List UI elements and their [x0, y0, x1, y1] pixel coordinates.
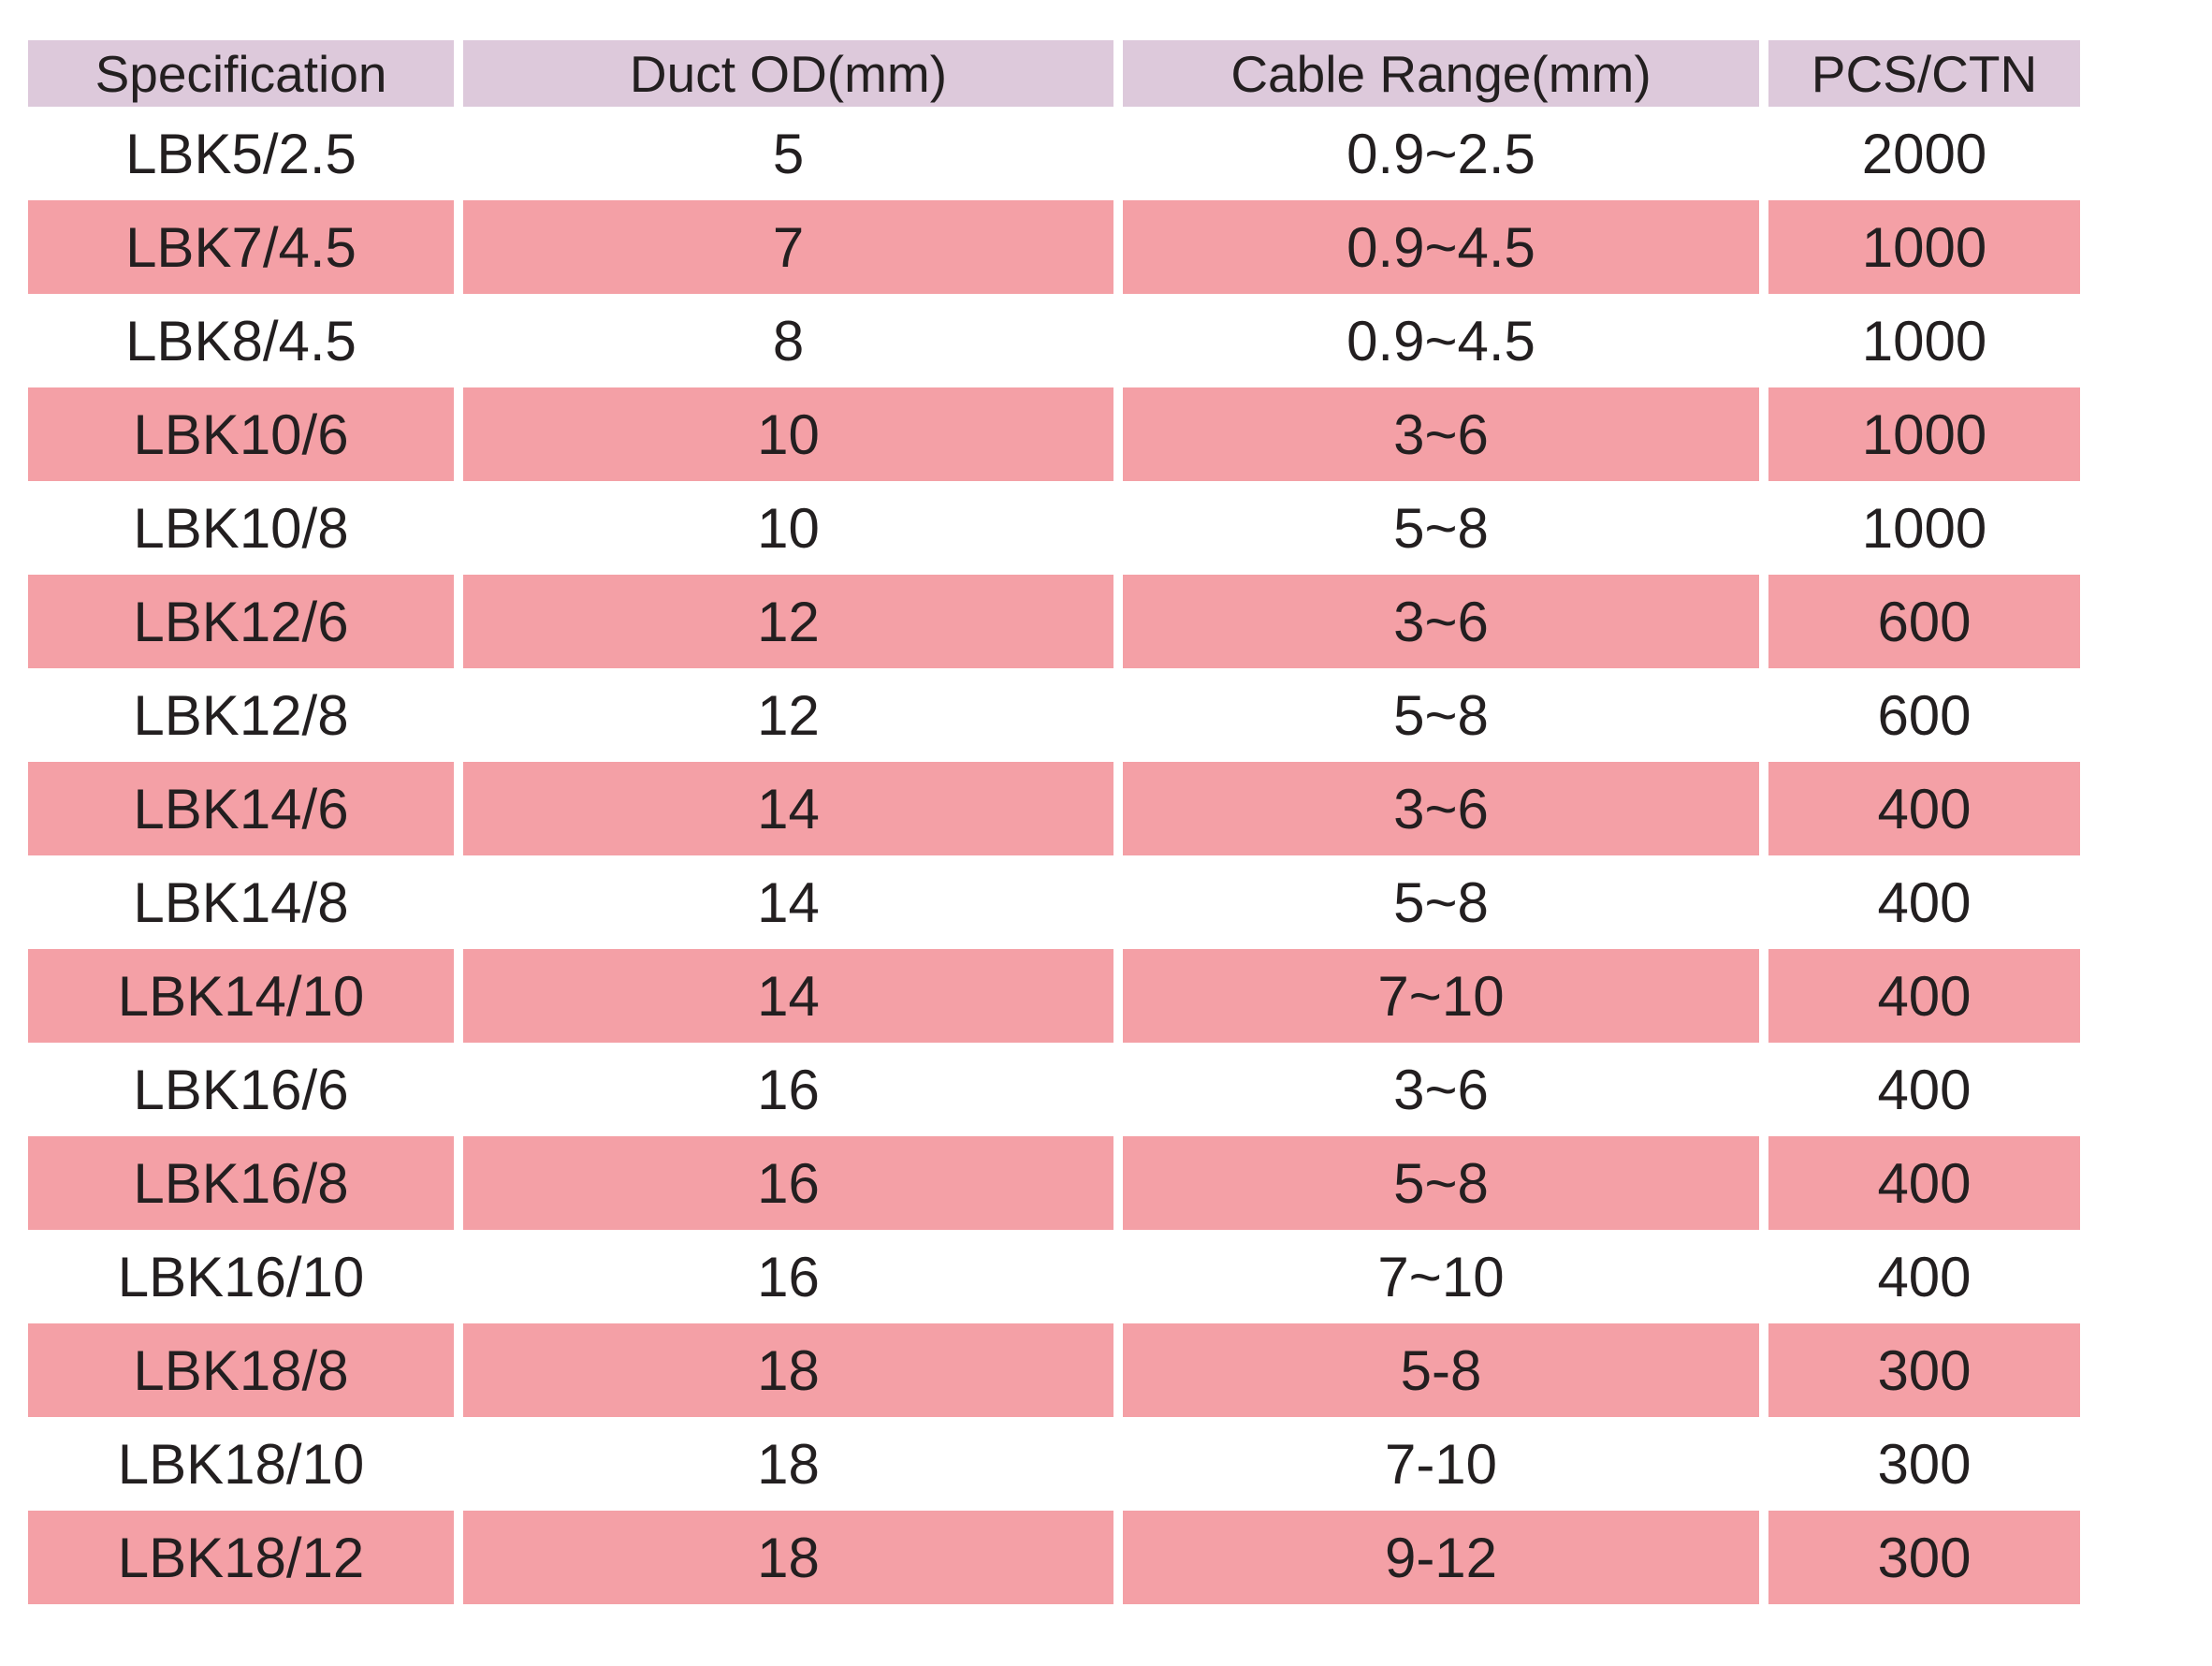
cell-cable-range-mm: 0.9~2.5	[1346, 122, 1535, 185]
column-header-specification: Specification	[28, 40, 454, 107]
table-row: LBK10/8 10 5~8 1000	[28, 481, 2080, 575]
column-header-pcs-ctn: PCS/CTN	[1768, 40, 2080, 107]
cell-duct-od-mm: 10	[463, 387, 1113, 481]
cell-pcs-ctn: 400	[1768, 762, 2080, 855]
cell-duct-od-mm: 18	[463, 1511, 1113, 1604]
cell-specification: LBK7/4.5	[28, 200, 454, 294]
cell-specification: LBK16/8	[28, 1136, 454, 1230]
cell-duct-od-mm: 12	[757, 683, 820, 747]
cell-pcs-ctn: 400	[1877, 1058, 1972, 1121]
table-row: LBK5/2.5 5 0.9~2.5 2000	[28, 107, 2080, 200]
cell-specification: LBK12/8	[133, 683, 349, 747]
cell-specification: LBK8/4.5	[125, 309, 357, 373]
cell-duct-od-mm: 14	[463, 949, 1113, 1043]
cell-cable-range-mm: 7-10	[1384, 1432, 1498, 1496]
cell-specification: LBK14/10	[28, 949, 454, 1043]
cell-duct-od-mm: 14	[463, 762, 1113, 855]
table-row: LBK18/12 18 9-12 300	[28, 1511, 2080, 1604]
cell-pcs-ctn: 600	[1877, 683, 1972, 747]
cell-cable-range-mm: 0.9~4.5	[1123, 200, 1759, 294]
cell-specification: LBK10/6	[28, 387, 454, 481]
table-row: LBK14/8 14 5~8 400	[28, 855, 2080, 949]
cell-cable-range-mm: 5~8	[1393, 683, 1489, 747]
column-header-cable-range-mm: Cable Range(mm)	[1123, 40, 1759, 107]
cell-cable-range-mm: 7~10	[1123, 949, 1759, 1043]
cell-duct-od-mm: 16	[463, 1136, 1113, 1230]
table-row: LBK16/6 16 3~6 400	[28, 1043, 2080, 1136]
cell-specification: LBK10/8	[133, 496, 349, 560]
cell-cable-range-mm: 3~6	[1123, 387, 1759, 481]
cell-cable-range-mm: 0.9~4.5	[1346, 309, 1535, 373]
cell-cable-range-mm: 5~8	[1393, 496, 1489, 560]
cell-pcs-ctn: 1000	[1768, 387, 2080, 481]
cell-duct-od-mm: 12	[463, 575, 1113, 668]
cell-pcs-ctn: 600	[1768, 575, 2080, 668]
cell-specification: LBK5/2.5	[125, 122, 357, 185]
cell-pcs-ctn: 300	[1877, 1432, 1972, 1496]
cell-cable-range-mm: 3~6	[1393, 1058, 1489, 1121]
cell-cable-range-mm: 5~8	[1393, 870, 1489, 934]
cell-cable-range-mm: 9-12	[1123, 1511, 1759, 1604]
cell-cable-range-mm: 3~6	[1123, 762, 1759, 855]
table-row: LBK14/10 14 7~10 400	[28, 949, 2080, 1043]
cell-pcs-ctn: 2000	[1861, 122, 1987, 185]
cell-duct-od-mm: 16	[757, 1058, 820, 1121]
table-row: LBK18/8 18 5-8 300	[28, 1323, 2080, 1417]
cell-specification: LBK18/8	[28, 1323, 454, 1417]
table-row: LBK12/8 12 5~8 600	[28, 668, 2080, 762]
table-body: LBK5/2.5 5 0.9~2.5 2000 LBK7/4.5 7 0.9~4.5 1000…	[28, 107, 2080, 1604]
cell-duct-od-mm: 14	[757, 870, 820, 934]
cell-cable-range-mm: 5-8	[1123, 1323, 1759, 1417]
cell-pcs-ctn: 300	[1768, 1511, 2080, 1604]
cell-duct-od-mm: 5	[772, 122, 805, 185]
cell-cable-range-mm: 5~8	[1123, 1136, 1759, 1230]
cell-duct-od-mm: 7	[463, 200, 1113, 294]
cell-specification: LBK16/10	[117, 1245, 365, 1308]
table-row: LBK16/8 16 5~8 400	[28, 1136, 2080, 1230]
cell-specification: LBK12/6	[28, 575, 454, 668]
table-row: LBK14/6 14 3~6 400	[28, 762, 2080, 855]
table-row: LBK16/10 16 7~10 400	[28, 1230, 2080, 1323]
cell-duct-od-mm: 16	[757, 1245, 820, 1308]
cell-pcs-ctn: 300	[1768, 1323, 2080, 1417]
table-row: LBK8/4.5 8 0.9~4.5 1000	[28, 294, 2080, 387]
table-row: LBK18/10 18 7-10 300	[28, 1417, 2080, 1511]
cell-specification: LBK14/8	[133, 870, 349, 934]
cell-pcs-ctn: 400	[1877, 870, 1972, 934]
cell-specification: LBK16/6	[133, 1058, 349, 1121]
cell-cable-range-mm: 3~6	[1123, 575, 1759, 668]
cell-duct-od-mm: 8	[772, 309, 805, 373]
table-row: LBK10/6 10 3~6 1000	[28, 387, 2080, 481]
table-row: LBK12/6 12 3~6 600	[28, 575, 2080, 668]
cell-specification: LBK14/6	[28, 762, 454, 855]
cell-duct-od-mm: 18	[463, 1323, 1113, 1417]
cell-pcs-ctn: 1000	[1768, 200, 2080, 294]
cell-pcs-ctn: 1000	[1861, 309, 1987, 373]
cell-pcs-ctn: 1000	[1861, 496, 1987, 560]
cell-pcs-ctn: 400	[1768, 949, 2080, 1043]
cell-specification: LBK18/12	[28, 1511, 454, 1604]
cell-duct-od-mm: 18	[757, 1432, 820, 1496]
table-header-row: Specification Duct OD(mm) Cable Range(mm) P…	[28, 40, 2080, 107]
cell-specification: LBK18/10	[117, 1432, 365, 1496]
table-row: LBK7/4.5 7 0.9~4.5 1000	[28, 200, 2080, 294]
cell-pcs-ctn: 400	[1768, 1136, 2080, 1230]
cell-cable-range-mm: 7~10	[1377, 1245, 1505, 1308]
column-header-duct-od-mm: Duct OD(mm)	[463, 40, 1113, 107]
cell-pcs-ctn: 400	[1877, 1245, 1972, 1308]
cell-duct-od-mm: 10	[757, 496, 820, 560]
product-spec-table: Specification Duct OD(mm) Cable Range(mm) P…	[28, 40, 2080, 1604]
